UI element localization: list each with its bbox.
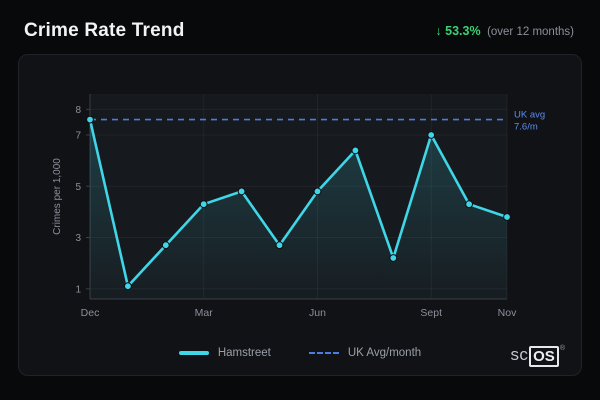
- x-tick-label: Dec: [81, 307, 100, 319]
- y-tick-label: 5: [75, 182, 81, 193]
- data-point[interactable]: [351, 146, 360, 155]
- data-point[interactable]: [389, 254, 398, 262]
- x-tick-label: Sept: [420, 307, 442, 319]
- page-header: Crime Rate Trend ↓ 53.3% (over 12 months…: [0, 0, 600, 54]
- data-point[interactable]: [124, 282, 132, 291]
- data-point[interactable]: [465, 200, 474, 209]
- x-tick-label: Jun: [309, 307, 326, 319]
- legend-label-uk-avg: UK Avg/month: [347, 347, 422, 359]
- legend-label-hamstreet: Hamstreet: [217, 347, 271, 359]
- logo-registered-mark: ®: [559, 345, 565, 352]
- series-line-hamstreet: [88, 118, 509, 288]
- y-tick-label: 8: [75, 105, 81, 116]
- data-point[interactable]: [86, 115, 94, 124]
- legend-swatch-dashed-line: [308, 352, 339, 354]
- data-point[interactable]: [161, 241, 170, 250]
- y-tick-label: 7: [75, 131, 81, 142]
- data-point[interactable]: [237, 187, 246, 196]
- trend-delta: ↓ 53.3%: [435, 24, 480, 38]
- page-title: Crime Rate Trend: [24, 20, 185, 41]
- data-point[interactable]: [503, 213, 511, 221]
- chart-card: 1 3 5 7 8 Dec Mar Jun Sept Nov Crimes per 1,000 UK …: [18, 54, 582, 376]
- uk-avg-value: 7.6/m: [514, 122, 538, 133]
- logo-prefix: sc: [510, 345, 529, 364]
- trend-delta-value: 53.3%: [445, 24, 481, 38]
- x-tick-label: Nov: [498, 307, 517, 319]
- y-tick-label: 1: [75, 284, 81, 295]
- x-tick-label: Mar: [195, 307, 214, 319]
- page: Crime Rate Trend ↓ 53.3% (over 12 months…: [0, 0, 600, 376]
- chart-legend: Hamstreet UK Avg/month: [19, 347, 581, 359]
- uk-avg-label: UK avg: [514, 110, 545, 121]
- legend-item-hamstreet[interactable]: Hamstreet: [178, 347, 271, 359]
- series-area-fill: [90, 119, 507, 299]
- data-point[interactable]: [275, 241, 284, 250]
- logo-box: OS: [529, 346, 559, 367]
- data-point[interactable]: [313, 187, 322, 196]
- down-arrow-icon: ↓: [435, 24, 442, 38]
- y-axis-label: Crimes per 1,000: [52, 158, 63, 235]
- scos-logo: sc OS ®: [510, 345, 565, 367]
- line-chart-svg: 1 3 5 7 8 Dec Mar Jun Sept Nov Crimes per 1,000 UK …: [52, 94, 545, 319]
- legend-item-uk-avg[interactable]: UK Avg/month: [308, 347, 422, 359]
- y-tick-label: 3: [75, 233, 81, 244]
- trend-note: (over 12 months): [487, 26, 574, 38]
- data-point[interactable]: [427, 131, 436, 139]
- legend-swatch-solid-line: [178, 351, 209, 355]
- trend-summary: ↓ 53.3% (over 12 months): [435, 24, 574, 38]
- data-point[interactable]: [199, 200, 208, 209]
